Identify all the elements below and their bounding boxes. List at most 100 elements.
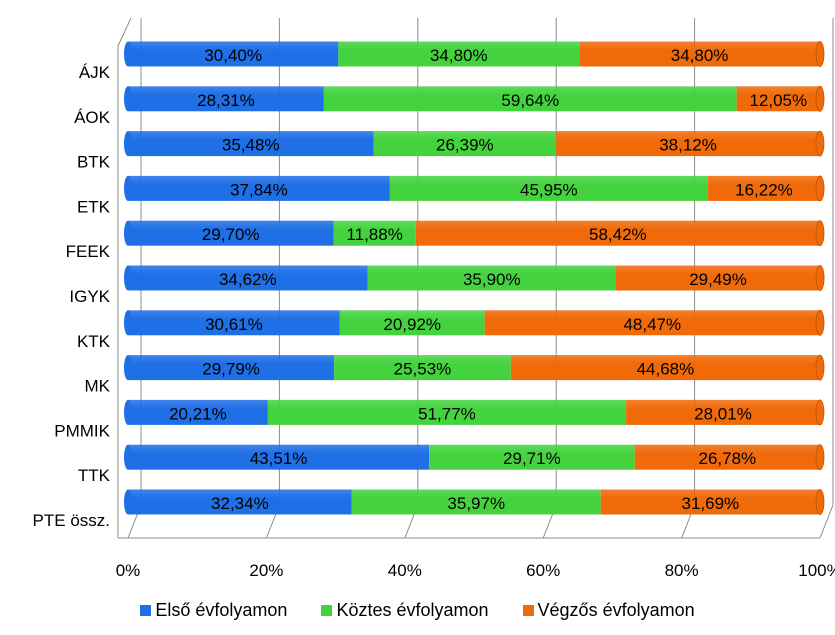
- category-labels: ÁJK ÁOK BTK ETK FEEK IGYK KTK MK PMMIK TTK PTE öss…: [33, 63, 111, 530]
- bar-segment: [707, 175, 821, 201]
- legend-swatch: [140, 605, 152, 616]
- bar-segment: [626, 399, 820, 425]
- bar-segment: [415, 220, 820, 246]
- bar-segment: [128, 489, 352, 515]
- data-label: 45,95%: [520, 180, 578, 199]
- bar-cap-end: [815, 220, 825, 247]
- data-label: 30,40%: [204, 46, 262, 65]
- bar-segment: [128, 220, 334, 246]
- legend-label: Első évfolyamon: [155, 600, 288, 620]
- bar-cap-end: [815, 354, 825, 381]
- legend-swatch: [522, 605, 534, 616]
- bar-cap-start: [124, 175, 132, 201]
- data-label: 28,01%: [694, 404, 752, 423]
- bar-segment: [389, 175, 708, 201]
- bar-segment: [600, 489, 820, 515]
- data-label: 32,34%: [211, 494, 269, 513]
- data-label: 35,97%: [447, 494, 505, 513]
- x-tick-label: 80%: [665, 561, 699, 580]
- x-tick-label: 20%: [249, 561, 283, 580]
- category-label: TTK: [78, 466, 111, 485]
- data-label: 35,90%: [463, 270, 521, 289]
- bar-cap-end: [815, 265, 825, 291]
- bar-segment: [373, 131, 557, 157]
- data-label: 35,48%: [222, 136, 280, 155]
- bar-segment: [128, 444, 430, 470]
- category-label: FEEK: [66, 242, 111, 261]
- bars: 30,40% 34,80% 34,80% 28,31% 59,64% 12,05% 35,4…: [124, 41, 825, 515]
- bar-cap-start: [124, 41, 132, 67]
- bar-segment: [736, 86, 820, 112]
- bar-segment: [128, 131, 374, 157]
- data-label: 34,80%: [430, 46, 488, 65]
- chart-plot: 30,40% 34,80% 34,80% 28,31% 59,64% 12,05% 35,4…: [33, 17, 835, 580]
- data-label: 29,79%: [202, 360, 260, 379]
- data-label: 43,51%: [250, 449, 308, 468]
- bar-cap-end: [815, 41, 825, 67]
- category-label: BTK: [77, 153, 111, 172]
- bar-cap-start: [124, 131, 132, 157]
- legend-label: Köztes évfolyamon: [336, 600, 489, 620]
- bar-cap-end: [815, 444, 825, 471]
- data-label: 16,22%: [735, 180, 793, 199]
- legend-item: Köztes évfolyamon: [321, 600, 489, 621]
- category-label: KTK: [77, 332, 111, 351]
- category-label: IGYK: [69, 287, 110, 306]
- data-label: 20,21%: [169, 404, 227, 423]
- data-label: 29,70%: [202, 225, 260, 244]
- data-label: 26,78%: [699, 449, 757, 468]
- data-label: 34,62%: [219, 270, 277, 289]
- bar-segment: [128, 399, 268, 425]
- x-tick-label: 0%: [116, 561, 141, 580]
- bar-segment: [634, 444, 820, 470]
- data-label: 34,80%: [671, 46, 729, 65]
- category-label: ÁJK: [79, 63, 111, 82]
- bar-segment: [128, 175, 390, 201]
- floor-line: [819, 504, 834, 539]
- bar-segment: [615, 265, 821, 291]
- category-label: ETK: [77, 197, 111, 216]
- bar-cap-end: [815, 489, 825, 515]
- data-label: 48,47%: [623, 315, 681, 334]
- data-label: 20,92%: [383, 315, 441, 334]
- bar-cap-end: [815, 85, 825, 112]
- data-label: 58,42%: [589, 225, 647, 244]
- legend: Első évfolyamon Köztes évfolyamon Végzős é…: [0, 600, 835, 621]
- data-label: 12,05%: [749, 91, 807, 110]
- wall-edge: [117, 17, 132, 47]
- data-label: 25,53%: [394, 360, 452, 379]
- x-tick-labels: 0% 20% 40% 60% 80% 100%: [116, 561, 835, 580]
- bar-segment: [128, 41, 339, 67]
- bar-cap-end: [815, 399, 825, 426]
- data-label: 38,12%: [659, 136, 717, 155]
- x-tick-label: 40%: [388, 561, 422, 580]
- data-label: 44,68%: [637, 360, 695, 379]
- bar-cap-start: [124, 444, 132, 470]
- bar-segment: [128, 265, 368, 291]
- legend-label: Végzős évfolyamon: [537, 600, 695, 620]
- bar-segment: [333, 220, 416, 246]
- x-tick-label: 60%: [526, 561, 560, 580]
- bar-segment: [128, 355, 335, 381]
- bar-cap-end: [815, 175, 825, 202]
- category-label: MK: [85, 377, 111, 396]
- data-label: 11,88%: [346, 225, 402, 244]
- bar-segment: [339, 310, 485, 336]
- bar-segment: [128, 86, 324, 112]
- legend-swatch: [321, 605, 333, 616]
- bar-segment: [556, 131, 820, 157]
- data-label: 31,69%: [682, 494, 740, 513]
- category-label: ÁOK: [74, 108, 111, 127]
- bar-segment: [367, 265, 616, 291]
- bar-cap-start: [124, 355, 132, 381]
- data-label: 28,31%: [197, 91, 255, 110]
- legend-item: Végzős évfolyamon: [522, 600, 695, 621]
- bar-segment: [338, 41, 580, 67]
- x-tick-label: 100%: [798, 561, 835, 580]
- category-label: PTE össz.: [33, 511, 110, 530]
- bar-cap-end: [815, 309, 825, 336]
- bar-cap-start: [124, 220, 132, 246]
- data-label: 30,61%: [205, 315, 263, 334]
- bar-cap-start: [124, 399, 132, 425]
